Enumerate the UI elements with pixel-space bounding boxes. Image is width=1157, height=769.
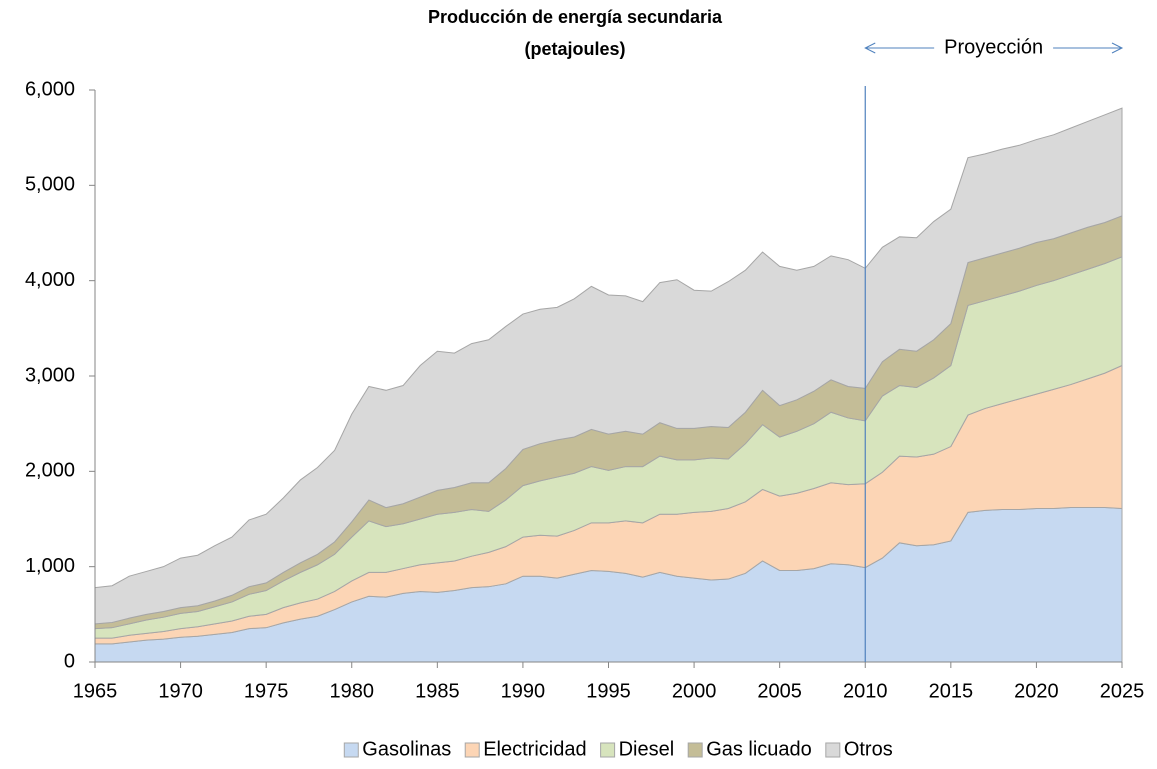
- legend: Gasolinas Electricidad Diesel Gas licuado Ot…: [343, 738, 893, 760]
- y-tick-label: 4,000: [25, 269, 75, 291]
- x-tick-label: 1985: [415, 680, 460, 702]
- y-tick-label: 2,000: [25, 460, 75, 482]
- x-tick-label: 2010: [843, 680, 888, 702]
- x-tick-label: 2000: [672, 680, 717, 702]
- annotation-text: Proyección: [944, 36, 1043, 58]
- area: [94, 107, 1123, 625]
- x-tick-label: 1975: [244, 680, 289, 702]
- chart-subtitle: (petajoules): [524, 39, 625, 59]
- arrow-left-head: [864, 42, 876, 54]
- x-tick-label: 2005: [757, 680, 802, 702]
- y-tick-label: 1,000: [25, 555, 75, 577]
- arrow-right-head: [1111, 42, 1124, 54]
- x-tick-label: 1980: [330, 680, 375, 702]
- legend-label: Diesel: [619, 738, 675, 760]
- x-tick-label: 1970: [158, 680, 203, 702]
- legend-label: Otros: [844, 738, 893, 760]
- x-tick-label: 1995: [586, 680, 631, 702]
- x-tick-label: 2015: [929, 680, 974, 702]
- y-tick-label: 0: [64, 650, 75, 672]
- y-tick-label: 5,000: [25, 174, 75, 196]
- legend-swatch: [825, 742, 841, 758]
- legend-swatch: [600, 742, 616, 758]
- legend-swatch: [343, 742, 359, 758]
- legend-swatch: [464, 742, 480, 758]
- y-tick-label: 6,000: [25, 78, 75, 100]
- x-tick-label: 1990: [501, 680, 546, 702]
- legend-label: Electricidad: [483, 738, 586, 760]
- y-tick-label: 3,000: [25, 364, 75, 386]
- x-tick-label: 1965: [73, 680, 118, 702]
- x-tick-label: 2020: [1014, 680, 1059, 702]
- x-tick-label: 2025: [1100, 680, 1145, 702]
- legend-label: Gasolinas: [362, 738, 451, 760]
- legend-swatch: [687, 742, 703, 758]
- chart-title: Producción de energía secundaria: [428, 7, 723, 27]
- areas: [94, 107, 1123, 663]
- legend-label: Gas licuado: [706, 738, 812, 760]
